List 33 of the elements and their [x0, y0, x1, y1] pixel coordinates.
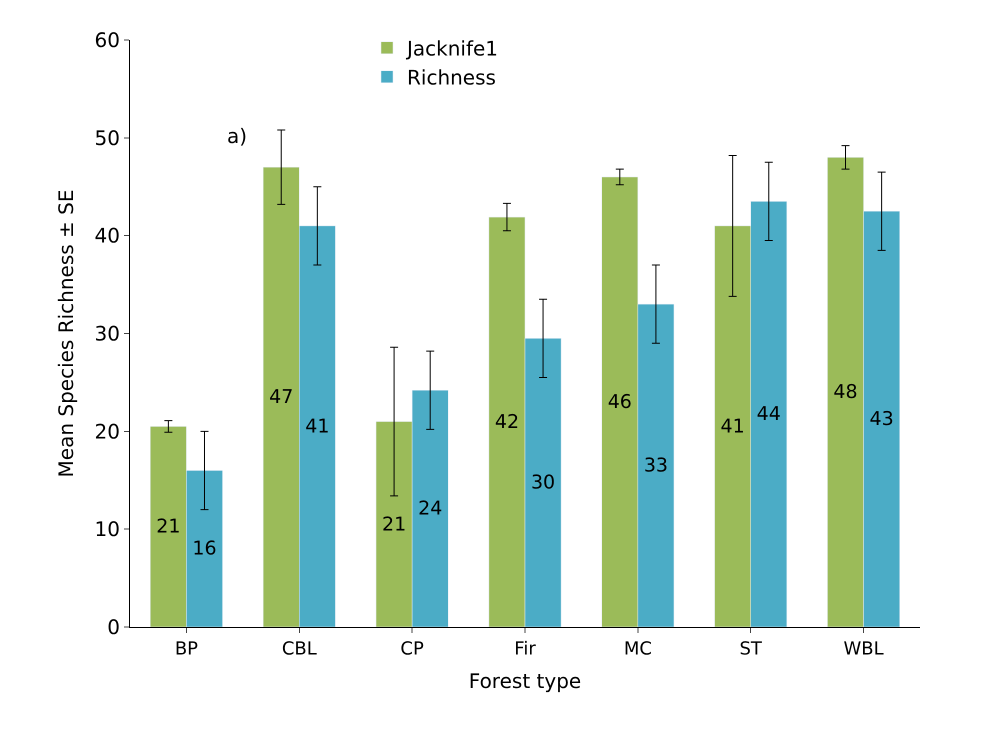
legend-label: Richness: [407, 66, 496, 90]
data-label: 48: [833, 381, 858, 404]
x-tick-label: Fir: [514, 638, 536, 660]
data-label: 46: [608, 390, 632, 413]
x-tick-label: ST: [740, 638, 763, 660]
x-axis-title: Forest type: [468, 669, 582, 694]
data-label: 21: [382, 513, 406, 536]
data-label: 30: [530, 472, 556, 494]
y-axis-title: Mean Species Richness ± SE: [54, 190, 78, 478]
x-tick-label: CBL: [282, 638, 317, 660]
y-tick-label: 30: [94, 322, 120, 346]
y-tick-label: 60: [94, 28, 120, 52]
y-tick-label: 20: [94, 419, 120, 444]
data-label: 24: [418, 498, 442, 520]
data-label: 21: [156, 516, 180, 538]
y-tick-label: 50: [94, 126, 120, 150]
x-tick-label: MC: [624, 638, 652, 660]
data-label: 43: [870, 408, 894, 430]
data-label: 16: [192, 538, 217, 560]
y-tick-label: 10: [94, 517, 120, 542]
data-label: 47: [269, 386, 294, 408]
annotation: a): [227, 124, 248, 148]
x-tick-label: CP: [400, 638, 424, 660]
data-label: 44: [756, 403, 781, 426]
x-tick-label: WBL: [843, 638, 884, 660]
data-label: 33: [644, 454, 668, 477]
data-label: 41: [305, 415, 330, 438]
legend-label: Jacknife1: [405, 36, 498, 61]
y-tick-label: 0: [107, 615, 120, 639]
data-label: 42: [494, 411, 520, 434]
x-tick-label: BP: [174, 638, 198, 660]
data-label: 41: [720, 415, 745, 438]
y-tick-label: 40: [94, 224, 120, 248]
